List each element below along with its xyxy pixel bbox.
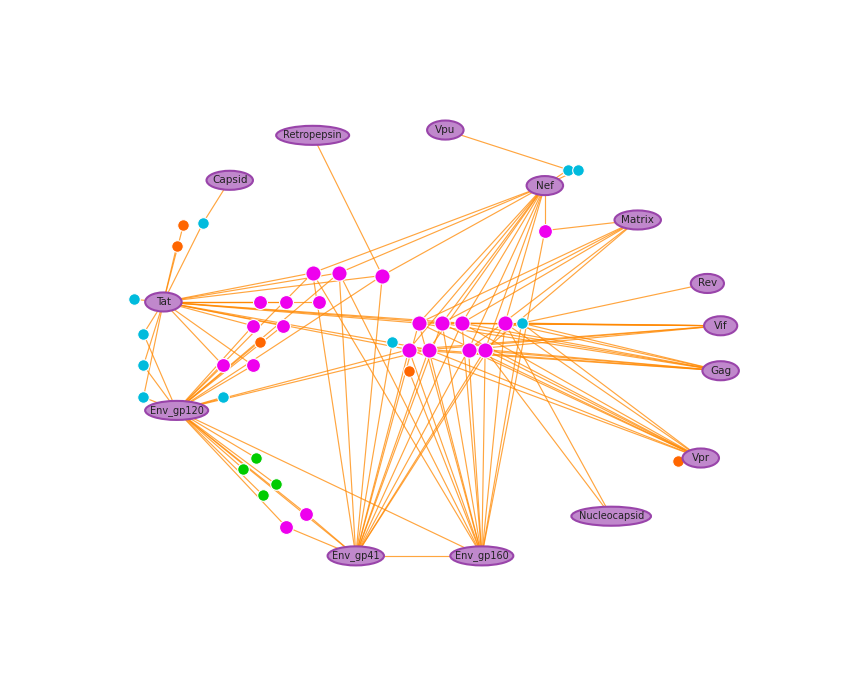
Text: Rev: Rev bbox=[698, 278, 717, 289]
Point bbox=[256, 490, 270, 501]
Point bbox=[514, 317, 528, 328]
Point bbox=[253, 297, 266, 308]
Ellipse shape bbox=[206, 171, 253, 190]
Point bbox=[562, 164, 575, 175]
Point bbox=[571, 164, 585, 175]
Point bbox=[385, 336, 399, 347]
Point bbox=[246, 360, 259, 371]
Point bbox=[127, 294, 140, 305]
Ellipse shape bbox=[703, 361, 739, 381]
Point bbox=[455, 317, 469, 328]
Ellipse shape bbox=[276, 126, 349, 145]
Point bbox=[332, 267, 346, 278]
Ellipse shape bbox=[146, 401, 208, 420]
Ellipse shape bbox=[427, 120, 464, 139]
Ellipse shape bbox=[572, 507, 651, 526]
Point bbox=[422, 344, 436, 355]
Ellipse shape bbox=[328, 546, 384, 565]
Ellipse shape bbox=[691, 274, 724, 293]
Point bbox=[538, 225, 552, 236]
Ellipse shape bbox=[450, 546, 514, 565]
Point bbox=[299, 508, 312, 519]
Text: Env_gp120: Env_gp120 bbox=[150, 405, 204, 416]
Text: Retropepsin: Retropepsin bbox=[283, 131, 342, 140]
Point bbox=[461, 344, 475, 355]
Point bbox=[412, 317, 425, 328]
Text: Env_gp160: Env_gp160 bbox=[455, 550, 508, 561]
Ellipse shape bbox=[682, 449, 719, 468]
Text: Nucleocapsid: Nucleocapsid bbox=[579, 511, 644, 521]
Point bbox=[279, 297, 293, 308]
Point bbox=[306, 267, 319, 278]
Text: Gag: Gag bbox=[710, 365, 731, 376]
Point bbox=[217, 360, 230, 371]
Point bbox=[176, 220, 190, 231]
Point bbox=[137, 392, 151, 403]
Point bbox=[276, 320, 289, 331]
Text: Capsid: Capsid bbox=[212, 175, 247, 185]
Text: Vpr: Vpr bbox=[692, 453, 710, 463]
Point bbox=[376, 270, 389, 281]
Point bbox=[402, 344, 416, 355]
Point bbox=[498, 317, 512, 328]
Text: Vif: Vif bbox=[714, 321, 728, 330]
Point bbox=[270, 479, 283, 490]
Point bbox=[137, 360, 151, 371]
Point bbox=[479, 344, 492, 355]
Point bbox=[279, 521, 293, 532]
Point bbox=[169, 241, 183, 252]
Point bbox=[217, 392, 230, 403]
Point bbox=[435, 317, 449, 328]
Point bbox=[236, 463, 250, 474]
Point bbox=[670, 455, 684, 466]
Point bbox=[312, 297, 326, 308]
Ellipse shape bbox=[526, 176, 563, 195]
Text: Nef: Nef bbox=[536, 181, 554, 190]
Point bbox=[196, 217, 210, 228]
Point bbox=[246, 320, 259, 331]
Point bbox=[137, 328, 151, 339]
Ellipse shape bbox=[146, 293, 181, 311]
Point bbox=[249, 453, 263, 464]
Ellipse shape bbox=[615, 210, 661, 229]
Text: Vpu: Vpu bbox=[435, 125, 455, 135]
Ellipse shape bbox=[704, 316, 737, 335]
Point bbox=[253, 336, 266, 347]
Text: Matrix: Matrix bbox=[621, 215, 654, 225]
Text: Tat: Tat bbox=[156, 297, 171, 307]
Point bbox=[402, 365, 416, 376]
Text: Env_gp41: Env_gp41 bbox=[332, 550, 379, 561]
